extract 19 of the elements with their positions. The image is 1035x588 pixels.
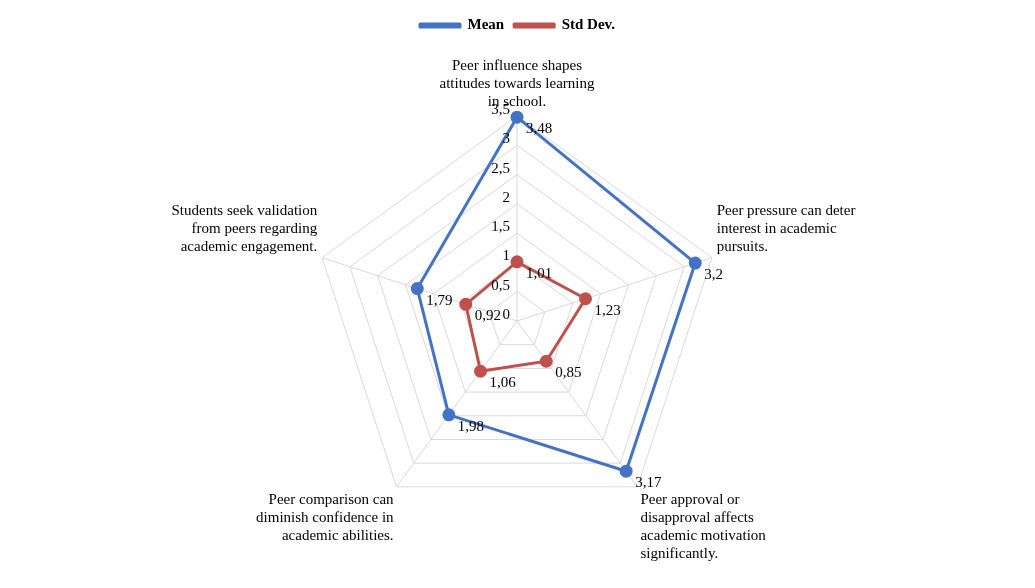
y-tick-label: 0,5 xyxy=(491,276,510,293)
data-label: 3,17 xyxy=(635,474,662,491)
y-tick-label: 1,5 xyxy=(491,218,510,235)
y-tick-label: 0 xyxy=(502,305,510,322)
data-label: 0,92 xyxy=(474,307,501,324)
legend-label: Std Dev. xyxy=(561,16,616,33)
spoke-label: Peer comparison can diminish confidence in academic abilities. xyxy=(256,490,395,543)
data-label: 1,06 xyxy=(489,374,517,391)
data-label: 1,23 xyxy=(594,301,621,318)
y-tick-label: 1 xyxy=(502,247,510,264)
y-tick-label: 2,5 xyxy=(491,159,510,176)
y-tick-label: 2 xyxy=(502,188,510,205)
data-label: 1,79 xyxy=(426,291,453,308)
spoke-label: Students seek validation from peers regarding academic engagement. xyxy=(171,202,318,255)
data-label: 0,85 xyxy=(555,364,582,381)
data-label: 3,2 xyxy=(704,266,724,283)
legend-label: Mean xyxy=(467,16,505,33)
spoke-label: Peer approval or disapproval affects academic motivation significantly. xyxy=(640,490,767,561)
spoke-label: Peer pressure can deter interest in academic pursuits. xyxy=(716,202,856,255)
